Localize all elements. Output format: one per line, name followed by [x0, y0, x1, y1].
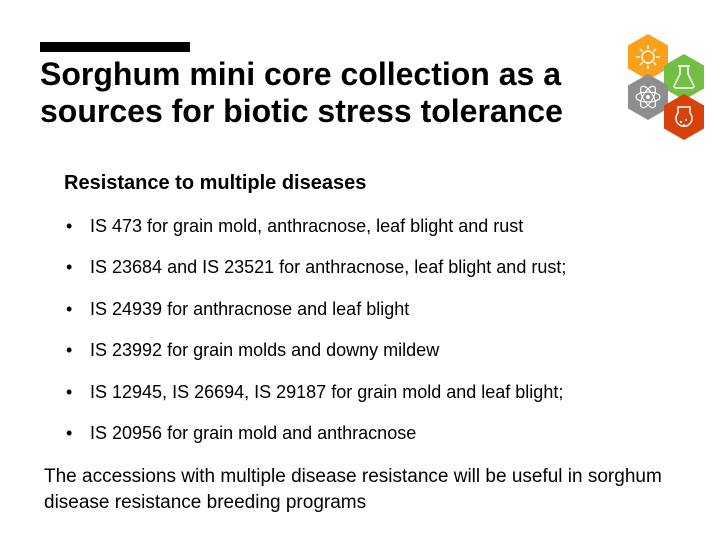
slide-title: Sorghum mini core collection as a source… — [40, 56, 680, 130]
bullet-text: IS 473 for grain mold, anthracnose, leaf… — [90, 216, 523, 236]
accent-bar — [40, 42, 190, 52]
bullet-text: IS 12945, IS 26694, IS 29187 for grain m… — [90, 382, 563, 402]
list-item: IS 20956 for grain mold and anthracnose — [64, 413, 680, 454]
bullet-text: IS 23992 for grain molds and downy milde… — [90, 340, 439, 360]
bullet-text: IS 24939 for anthracnose and leaf blight — [90, 299, 409, 319]
bullet-text: IS 20956 for grain mold and anthracnose — [90, 423, 416, 443]
hex-icon-beaker — [664, 94, 704, 140]
list-item: IS 23992 for grain molds and downy milde… — [64, 330, 680, 371]
bullet-text: IS 23684 and IS 23521 for anthracnose, l… — [90, 257, 566, 277]
bullet-list: IS 473 for grain mold, anthracnose, leaf… — [64, 206, 680, 454]
list-item: IS 12945, IS 26694, IS 29187 for grain m… — [64, 372, 680, 413]
closing-paragraph: The accessions with multiple disease res… — [44, 464, 676, 515]
hex-icon-atom — [628, 74, 668, 120]
list-item: IS 24939 for anthracnose and leaf blight — [64, 289, 680, 330]
hexagon-cluster — [586, 34, 706, 154]
list-item: IS 23684 and IS 23521 for anthracnose, l… — [64, 247, 680, 288]
subheading: Resistance to multiple diseases — [64, 172, 366, 195]
list-item: IS 473 for grain mold, anthracnose, leaf… — [64, 206, 680, 247]
